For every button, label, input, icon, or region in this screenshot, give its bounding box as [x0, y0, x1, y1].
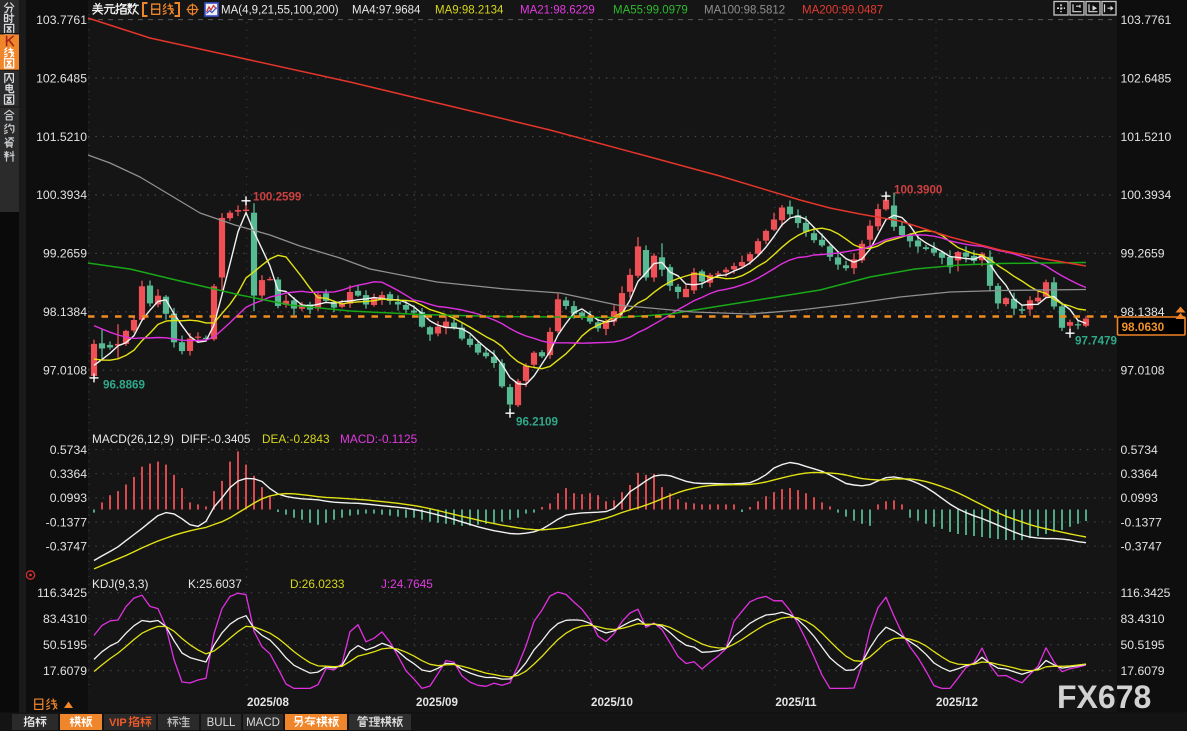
svg-text:MA4:97.9684: MA4:97.9684 — [352, 5, 421, 17]
svg-text:2025/12: 2025/12 — [936, 696, 978, 709]
svg-text:0.0993: 0.0993 — [1121, 491, 1158, 505]
svg-text:97.0108: 97.0108 — [1121, 364, 1165, 378]
svg-text:100.2599: 100.2599 — [253, 191, 302, 204]
svg-text:VIP: VIP — [109, 717, 127, 729]
svg-text:0.3364: 0.3364 — [50, 467, 87, 481]
svg-text:KDJ(9,3,3): KDJ(9,3,3) — [92, 577, 148, 591]
svg-text:100.3934: 100.3934 — [36, 188, 87, 202]
svg-text:MA55:99.0979: MA55:99.0979 — [613, 5, 688, 17]
svg-text:MACD:-0.1125: MACD:-0.1125 — [340, 432, 418, 446]
svg-text:101.5210: 101.5210 — [36, 130, 87, 144]
svg-text:96.8869: 96.8869 — [103, 379, 145, 392]
svg-text:0.0993: 0.0993 — [50, 491, 87, 505]
svg-text:0.5734: 0.5734 — [1121, 443, 1158, 457]
svg-text:100.3900: 100.3900 — [894, 184, 942, 197]
svg-text:MA(4,9,21,55,100,200): MA(4,9,21,55,100,200) — [221, 5, 339, 17]
svg-text:97.0108: 97.0108 — [43, 364, 87, 378]
svg-text:17.6079: 17.6079 — [43, 664, 87, 678]
svg-text:MACD(26,12,9): MACD(26,12,9) — [92, 432, 174, 446]
svg-text:MA200:99.0487: MA200:99.0487 — [802, 5, 883, 17]
svg-text:2025/09: 2025/09 — [416, 696, 458, 709]
svg-text:MA21:98.6229: MA21:98.6229 — [520, 5, 595, 17]
svg-text:98.0630: 98.0630 — [1122, 320, 1165, 334]
svg-text:MA9:98.2134: MA9:98.2134 — [435, 5, 504, 17]
svg-text:102.6485: 102.6485 — [1121, 71, 1172, 85]
svg-text:99.2659: 99.2659 — [43, 247, 87, 261]
svg-text:99.2659: 99.2659 — [1121, 247, 1165, 261]
svg-text:-0.1377: -0.1377 — [1121, 515, 1163, 529]
svg-text:-0.3747: -0.3747 — [46, 540, 88, 554]
svg-text:17.6079: 17.6079 — [1121, 664, 1165, 678]
svg-text:MA100:98.5812: MA100:98.5812 — [704, 5, 785, 17]
svg-text:K:25.6037: K:25.6037 — [188, 577, 242, 591]
svg-text:-0.1377: -0.1377 — [46, 515, 88, 529]
svg-text:2025/08: 2025/08 — [247, 696, 289, 709]
svg-text:MACD: MACD — [246, 717, 280, 729]
svg-text:0.3364: 0.3364 — [1121, 467, 1158, 481]
svg-text:J:24.7645: J:24.7645 — [381, 577, 433, 591]
svg-text:BULL: BULL — [207, 717, 236, 729]
svg-text:2025/11: 2025/11 — [775, 696, 817, 709]
svg-text:116.3425: 116.3425 — [1121, 586, 1171, 600]
svg-text:DIFF:-0.3405: DIFF:-0.3405 — [181, 432, 251, 446]
svg-text:98.1384: 98.1384 — [1121, 305, 1165, 319]
svg-text:98.1384: 98.1384 — [43, 305, 87, 319]
svg-text:50.5195: 50.5195 — [43, 638, 87, 652]
svg-text:103.7761: 103.7761 — [1121, 13, 1172, 27]
svg-text:96.2109: 96.2109 — [516, 416, 558, 429]
svg-text:116.3425: 116.3425 — [37, 586, 87, 600]
svg-text:DEA:-0.2843: DEA:-0.2843 — [262, 432, 330, 446]
svg-text:100.3934: 100.3934 — [1121, 188, 1172, 202]
svg-text:FX678: FX678 — [1057, 679, 1151, 715]
svg-text:101.5210: 101.5210 — [1121, 130, 1172, 144]
svg-text:2025/10: 2025/10 — [591, 696, 633, 709]
svg-text:83.4310: 83.4310 — [1121, 612, 1165, 626]
svg-text:50.5195: 50.5195 — [1121, 638, 1165, 652]
svg-text:83.4310: 83.4310 — [43, 612, 87, 626]
svg-text:97.7479: 97.7479 — [1075, 335, 1117, 348]
svg-text:103.7761: 103.7761 — [36, 13, 87, 27]
svg-text:102.6485: 102.6485 — [36, 71, 87, 85]
svg-text:-0.3747: -0.3747 — [1121, 540, 1163, 554]
svg-text:0.5734: 0.5734 — [50, 443, 87, 457]
svg-text:D:26.0233: D:26.0233 — [290, 577, 345, 591]
